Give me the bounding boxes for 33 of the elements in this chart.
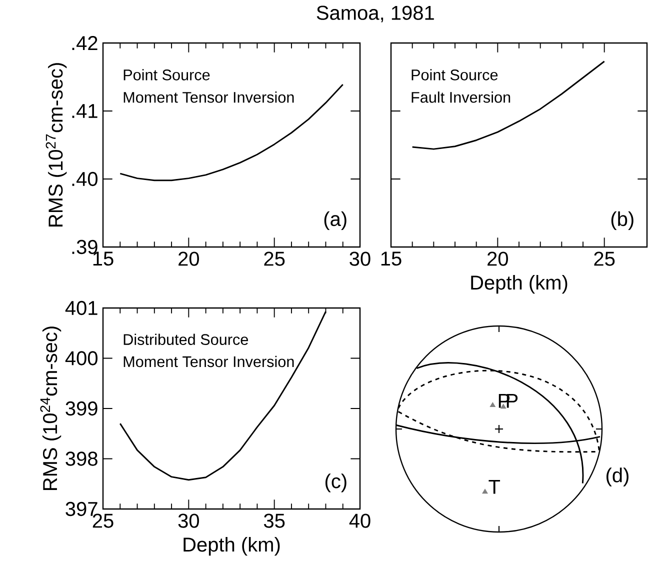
- text: T: [488, 480, 500, 494]
- x-tick-label: 30: [350, 252, 370, 266]
- x-axis-title: Depth (km): [471, 275, 568, 294]
- x-tick-label: 25: [594, 252, 615, 266]
- x-tick-label: 20: [488, 252, 508, 266]
- annotation: (c): [325, 474, 346, 492]
- y-tick-label: 400: [65, 351, 98, 366]
- annotation: (a): [324, 211, 346, 230]
- y-tick-label: 398: [66, 452, 98, 466]
- annotation: Moment Tensor Inversion: [124, 356, 294, 368]
- x-tick-label: 35: [264, 514, 285, 528]
- annotation: Point Source: [412, 69, 498, 80]
- annotation: Distributed Source: [124, 334, 248, 345]
- y-tick-label: .41: [72, 104, 98, 118]
- x-tick-label: 25: [264, 252, 285, 266]
- chart-title: Samoa, 1981: [316, 6, 434, 22]
- y-axis-title: RMS (10$^{27}$cm-sec): [46, 63, 67, 226]
- x-tick-label: 15: [381, 252, 402, 266]
- y-axis-title: RMS (10$^{24}$cm-sec): [40, 326, 62, 490]
- text: (d): [606, 468, 628, 486]
- y-tick-label: 399: [66, 401, 98, 416]
- annotation: Point Source: [124, 69, 210, 80]
- y-tick-label: .42: [72, 36, 98, 50]
- y-tick-label: 401: [65, 300, 98, 316]
- x-axis-title: Depth (km): [184, 537, 280, 556]
- x-tick-label: 40: [349, 514, 370, 528]
- annotation: Fault Inversion: [412, 92, 510, 103]
- x-tick-label: 30: [178, 514, 199, 528]
- y-tick-label: .40: [72, 172, 98, 186]
- x-tick-label: 20: [178, 252, 199, 266]
- annotation: (b): [611, 211, 634, 230]
- annotation: Moment Tensor Inversion: [124, 92, 294, 103]
- line-series: [119, 84, 344, 182]
